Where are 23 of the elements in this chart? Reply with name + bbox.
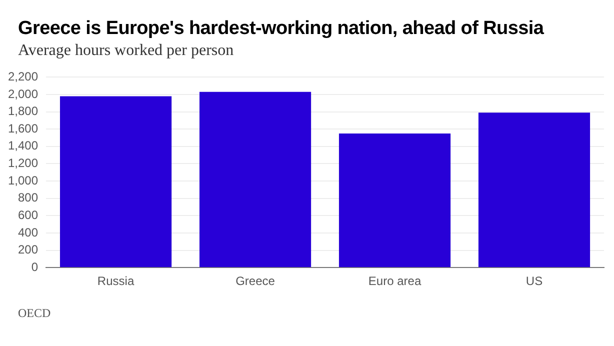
y-tick-label: 200 [18,242,38,257]
y-tick-label: 2,200 [8,70,38,84]
y-tick-label: 0 [31,260,38,274]
y-tick-label: 2,000 [8,86,38,101]
y-tick-label: 1,400 [8,138,38,153]
text: OECD [18,306,51,321]
x-tick-label: Euro area [368,274,422,288]
y-tick-label: 1,000 [8,173,38,188]
x-tick-label: Russia [97,274,134,288]
chart-title: Greece is Europe's hardest-working nation, ahead of Russia [18,18,544,40]
bar [478,112,590,268]
y-tick-label: 1,200 [8,156,38,170]
y-tick-label: 1,600 [8,121,38,136]
bar [60,96,172,268]
y-tick-label: 1,800 [8,104,38,118]
x-tick-label: Greece [236,274,276,288]
y-tick-label: 800 [18,190,38,205]
y-tick-label: 400 [18,225,38,240]
bar [338,133,451,268]
chart-subtitle: Average hours worked per person [18,42,234,60]
x-tick-label: US [526,274,543,288]
bar [199,92,312,268]
y-tick-label: 600 [18,208,38,222]
